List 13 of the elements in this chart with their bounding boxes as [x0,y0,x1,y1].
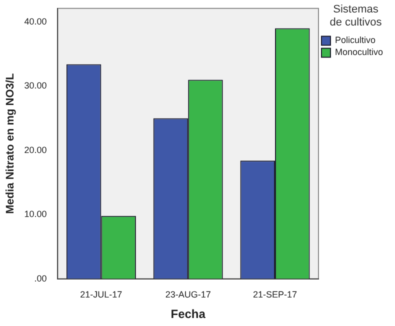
legend-label: Policultivo [334,35,376,46]
x-tick-label: 21-JUL-17 [80,290,122,300]
legend-title: Sistemas de cultivos [330,4,382,29]
legend-label: Monocultivo [334,47,384,58]
y-tick-label: 10.00 [24,209,47,220]
x-tick-label: 21-SEP-17 [253,290,298,300]
x-tick-label: 23-AUG-17 [165,290,211,300]
x-axis-title: Fecha [170,307,206,322]
y-axis-title: Media Nitrato en mg NO3/L [4,73,17,214]
y-tick-label: .00 [34,273,47,284]
y-tick-label: 20.00 [24,144,47,155]
y-tick-label: 30.00 [24,80,47,91]
y-tick-label: 40.00 [24,16,47,26]
